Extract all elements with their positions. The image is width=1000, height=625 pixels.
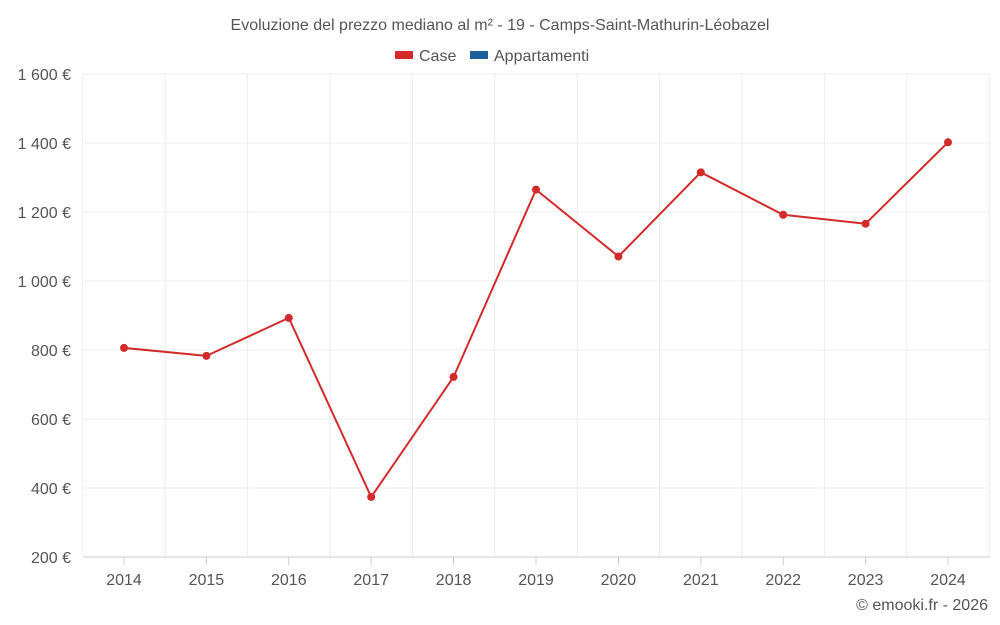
data-point-case[interactable] [532,185,540,194]
x-tick-label: 2018 [436,572,472,589]
credit-label: © emooki.fr - 2026 [856,597,988,614]
y-tick-label: 400 € [31,481,71,498]
legend-label-case: Case [419,48,456,65]
y-tick-label: 1 000 € [18,274,71,291]
x-tick-label: 2024 [930,572,966,589]
legend-label-appartamenti: Appartamenti [494,48,589,65]
data-point-case[interactable] [367,492,376,501]
x-tick-label: 2019 [518,572,554,589]
y-tick-label: 1 200 € [18,205,71,222]
data-point-case[interactable] [861,219,870,228]
data-point-case[interactable] [614,252,623,261]
x-tick-label: 2021 [683,572,719,589]
x-axis: 2014 2015 2016 2017 2018 2019 2020 2021 2022 2023… [83,556,990,589]
x-tick-label: 2014 [106,572,142,589]
grid [82,73,990,557]
data-point-case[interactable] [120,343,128,352]
x-tick-label: 2017 [353,572,389,589]
x-tick-label: 2016 [271,572,307,589]
legend-swatch-case [395,51,413,59]
y-axis: 200 € 400 € 600 € 800 € 1 000 € 1 200 € 1 400 … [18,67,71,567]
legend-swatch-appartamenti [470,51,488,59]
legend: Case Appartamenti [395,48,589,65]
x-tick-label: 2015 [189,572,225,589]
data-point-case[interactable] [696,168,705,177]
x-tick-label: 2020 [601,572,637,589]
x-tick-label: 2023 [848,572,884,589]
y-tick-label: 800 € [31,343,71,360]
y-tick-label: 1 600 € [18,67,71,84]
y-tick-label: 600 € [31,412,71,429]
data-point-case[interactable] [202,351,211,360]
legend-item-appartamenti[interactable]: Appartamenti [470,48,589,65]
data-point-case[interactable] [944,138,952,147]
legend-item-case[interactable]: Case [395,48,456,65]
chart-title: Evoluzione del prezzo mediano al m² - 19… [231,17,770,34]
y-tick-label: 1 400 € [18,136,71,153]
x-tick-label: 2022 [765,572,801,589]
data-point-case[interactable] [284,313,293,322]
series-case [120,138,952,501]
y-tick-label: 200 € [31,550,71,567]
data-point-case[interactable] [779,210,788,219]
data-point-case[interactable] [449,372,458,381]
